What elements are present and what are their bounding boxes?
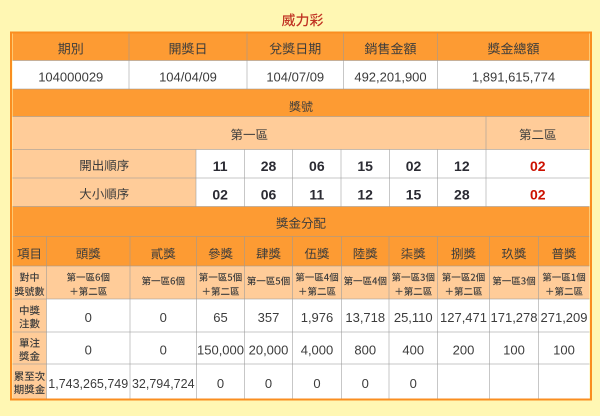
svg-text:492,201,900: 492,201,900 bbox=[354, 69, 426, 84]
svg-text:0: 0 bbox=[85, 343, 92, 358]
svg-text:15: 15 bbox=[357, 158, 373, 174]
svg-text:104/04/09: 104/04/09 bbox=[159, 69, 217, 84]
svg-text:4,000: 4,000 bbox=[301, 343, 334, 358]
svg-text:12: 12 bbox=[454, 158, 470, 174]
svg-text:0: 0 bbox=[160, 343, 167, 358]
svg-text:150,000: 150,000 bbox=[197, 343, 244, 358]
svg-text:11: 11 bbox=[213, 158, 228, 174]
svg-text:02: 02 bbox=[530, 158, 546, 174]
svg-text:02: 02 bbox=[406, 158, 422, 174]
svg-text:0: 0 bbox=[265, 376, 272, 391]
svg-text:28: 28 bbox=[454, 186, 470, 202]
svg-text:104000029: 104000029 bbox=[38, 69, 103, 84]
svg-text:104/07/09: 104/07/09 bbox=[266, 69, 324, 84]
svg-text:65: 65 bbox=[213, 310, 227, 325]
svg-text:12: 12 bbox=[357, 186, 373, 202]
svg-text:0: 0 bbox=[362, 376, 369, 391]
svg-text:02: 02 bbox=[212, 186, 228, 202]
svg-text:271,209: 271,209 bbox=[541, 310, 588, 325]
svg-text:32,794,724: 32,794,724 bbox=[132, 377, 195, 391]
svg-text:0: 0 bbox=[85, 310, 92, 325]
svg-text:28: 28 bbox=[261, 158, 277, 174]
svg-text:11: 11 bbox=[309, 186, 324, 202]
svg-text:06: 06 bbox=[261, 186, 277, 202]
svg-text:200: 200 bbox=[453, 343, 475, 358]
svg-text:400: 400 bbox=[402, 343, 424, 358]
svg-text:127,471: 127,471 bbox=[440, 310, 487, 325]
svg-text:0: 0 bbox=[313, 376, 320, 391]
svg-text:1,743,265,749: 1,743,265,749 bbox=[48, 377, 128, 391]
svg-text:06: 06 bbox=[309, 158, 325, 174]
svg-text:0: 0 bbox=[217, 376, 224, 391]
svg-text:25,110: 25,110 bbox=[394, 310, 433, 325]
svg-text:02: 02 bbox=[530, 186, 546, 202]
svg-text:1,891,615,774: 1,891,615,774 bbox=[472, 69, 555, 84]
svg-text:800: 800 bbox=[354, 343, 376, 358]
svg-text:0: 0 bbox=[410, 376, 417, 391]
svg-text:15: 15 bbox=[406, 186, 422, 202]
svg-text:1,976: 1,976 bbox=[301, 310, 334, 325]
svg-text:20,000: 20,000 bbox=[249, 343, 289, 358]
svg-text:357: 357 bbox=[258, 310, 280, 325]
svg-text:0: 0 bbox=[160, 310, 167, 325]
svg-text:100: 100 bbox=[553, 343, 575, 358]
svg-text:100: 100 bbox=[503, 343, 525, 358]
svg-text:171,278: 171,278 bbox=[491, 310, 538, 325]
svg-text:13,718: 13,718 bbox=[345, 310, 385, 325]
